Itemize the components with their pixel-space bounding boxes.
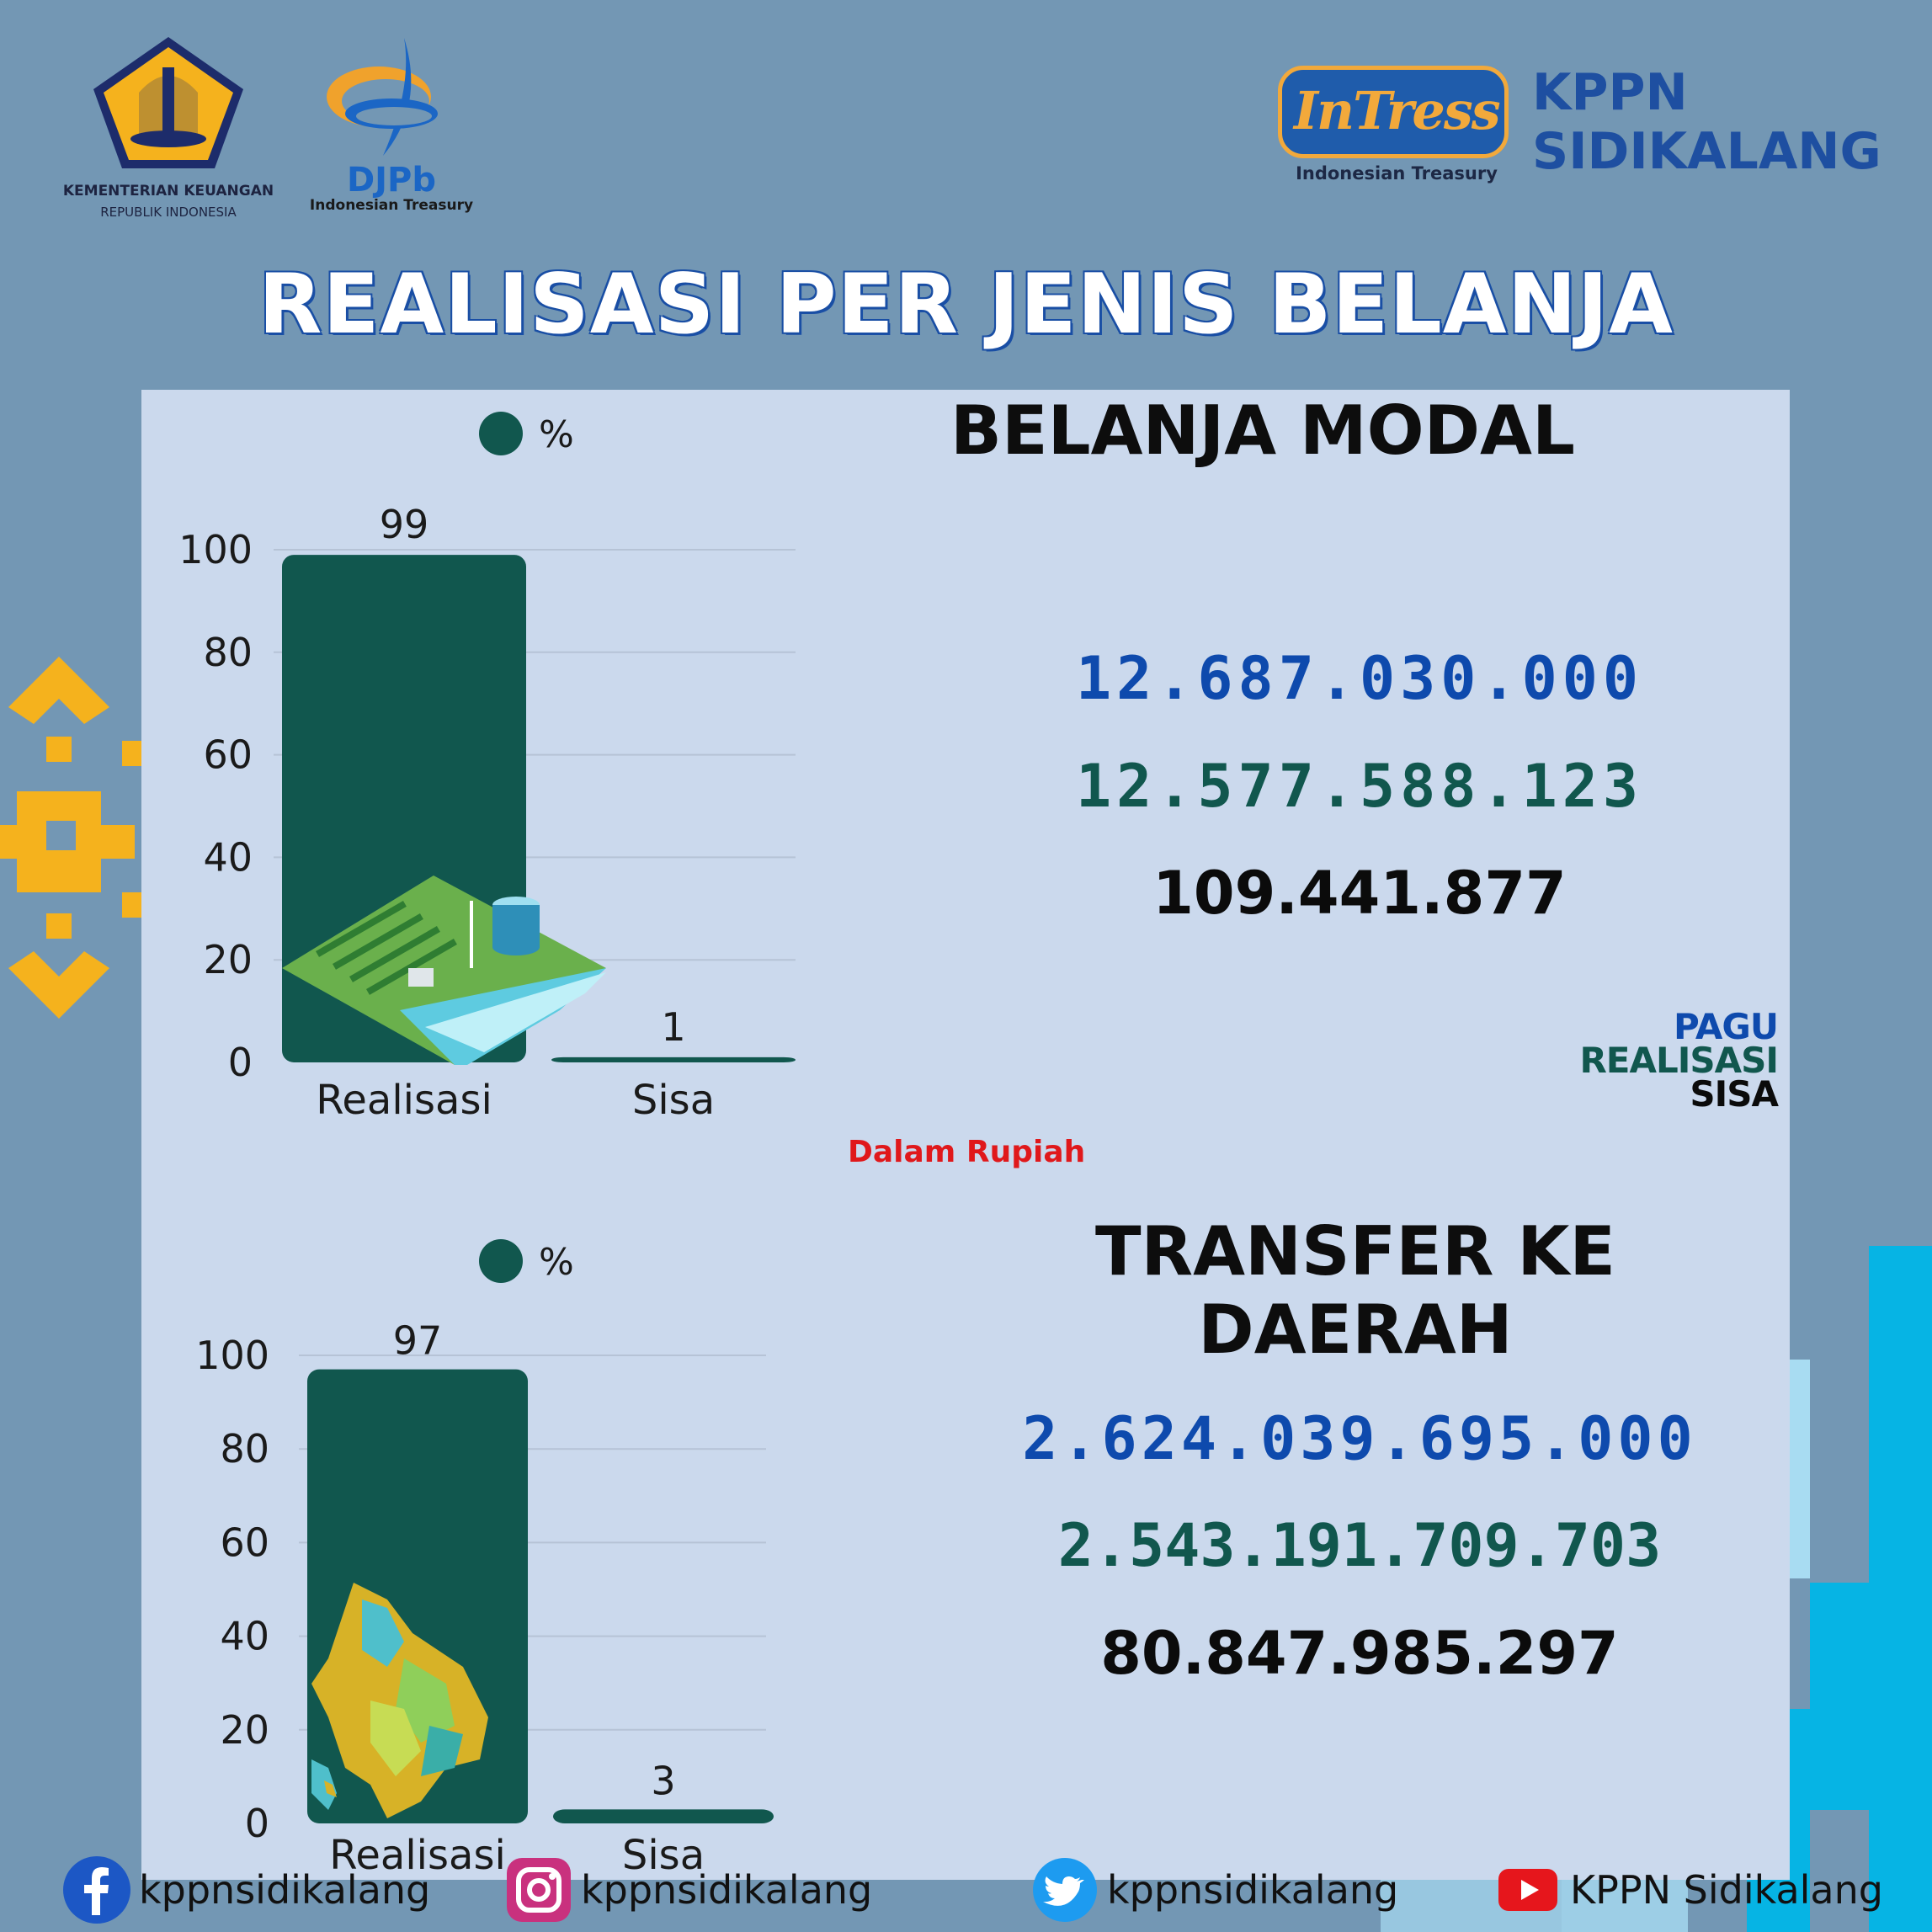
y-tick-label: 20 <box>220 1707 269 1753</box>
y-tick-label: 0 <box>228 1040 253 1085</box>
social-twitter[interactable]: kppnsidikalang <box>1031 1856 1398 1924</box>
twitter-icon <box>1031 1856 1099 1924</box>
intress-subtitle: Indonesian Treasury <box>1296 163 1498 184</box>
data-label: 1 <box>661 1004 685 1050</box>
y-tick-label: 40 <box>203 834 253 880</box>
social-instagram[interactable]: kppnsidikalang <box>505 1856 872 1924</box>
djpb-subtitle: Indonesian Treasury <box>309 197 474 214</box>
office-name-line2: SIDIKALANG <box>1532 122 1881 181</box>
y-tick-label: 80 <box>203 630 253 675</box>
intress-logo: InTress Indonesian Treasury <box>1278 66 1515 200</box>
y-tick-label: 100 <box>178 527 253 572</box>
legend-marker <box>479 1239 523 1283</box>
x-category-label: Realisasi <box>316 1077 492 1124</box>
key-realisasi: REALISASI <box>1579 1040 1779 1081</box>
intress-badge: InTress <box>1278 66 1509 158</box>
ministry-name: KEMENTERIAN KEUANGAN <box>62 183 274 200</box>
x-category-label: Sisa <box>622 1832 705 1879</box>
y-tick-label: 20 <box>203 937 253 982</box>
realisasi-value-transfer-ke-daerah: 2.543.191.709.703 <box>1057 1511 1662 1580</box>
djpb-swoosh-icon <box>327 38 438 156</box>
ministry-country: REPUBLIK INDONESIA <box>100 205 237 220</box>
djpb-name: DJPb <box>346 161 437 200</box>
youtube-icon <box>1494 1856 1562 1924</box>
value-key-legend: PAGU REALISASI SISA <box>1579 1006 1779 1115</box>
x-category-label: Sisa <box>632 1077 715 1124</box>
y-tick-label: 0 <box>245 1801 269 1846</box>
social-youtube[interactable]: KPPN Sidikalang <box>1494 1856 1883 1924</box>
legend-label: % <box>539 413 574 456</box>
y-tick-label: 40 <box>220 1614 269 1659</box>
x-category-label: Realisasi <box>329 1832 506 1879</box>
youtube-channel: KPPN Sidikalang <box>1570 1867 1883 1913</box>
kemenkeu-logo: KEMENTERIAN KEUANGAN REPUBLIK INDONESIA <box>51 34 286 244</box>
data-label: 99 <box>380 502 429 547</box>
legend-marker <box>479 412 523 455</box>
y-tick-label: 100 <box>195 1333 269 1378</box>
twitter-handle: kppnsidikalang <box>1107 1867 1399 1913</box>
djpb-logo: DJPb Indonesian Treasury <box>299 34 484 227</box>
data-label: 97 <box>393 1318 443 1364</box>
currency-unit-note: Dalam Rupiah <box>848 1135 1086 1169</box>
realisasi-value-belanja-modal: 12.577.588.123 <box>1075 752 1643 821</box>
section-heading-belanja-modal: BELANJA MODAL <box>950 391 1575 470</box>
key-pagu: PAGU <box>1673 1006 1779 1047</box>
pagu-value-belanja-modal: 12.687.030.000 <box>1075 644 1643 713</box>
y-tick-label: 80 <box>220 1426 269 1472</box>
kemenkeu-emblem-icon <box>93 37 243 168</box>
office-name-line1: KPPN <box>1532 63 1688 122</box>
section-heading-transfer-ke-daerah: TRANSFER KE DAERAH <box>1094 1212 1616 1369</box>
pagu-value-transfer-ke-daerah: 2.624.039.695.000 <box>1022 1404 1697 1473</box>
sisa-value-transfer-ke-daerah: 80.847.985.297 <box>1100 1619 1619 1688</box>
bar-sisa <box>551 1056 796 1062</box>
north-sumatra-map-illustration <box>311 1583 488 1818</box>
y-tick-label: 60 <box>220 1520 269 1565</box>
key-sisa: SISA <box>1690 1073 1779 1115</box>
sisa-value-belanja-modal: 109.441.877 <box>1152 859 1567 928</box>
page-title: REALISASI PER JENIS BELANJA <box>258 257 1674 353</box>
facebook-handle: kppnsidikalang <box>139 1867 431 1913</box>
office-name: KPPN SIDIKALANG <box>1532 63 1886 181</box>
intress-wordmark: InTress <box>1294 80 1501 141</box>
instagram-handle: kppnsidikalang <box>581 1867 873 1913</box>
infrastructure-illustration <box>282 876 606 1065</box>
social-facebook[interactable]: kppnsidikalang <box>63 1856 430 1924</box>
bar-sisa <box>553 1809 774 1823</box>
data-label: 3 <box>651 1758 675 1803</box>
instagram-icon <box>505 1856 572 1924</box>
legend-label: % <box>539 1241 574 1284</box>
y-tick-label: 60 <box>203 732 253 778</box>
facebook-icon <box>63 1856 130 1924</box>
